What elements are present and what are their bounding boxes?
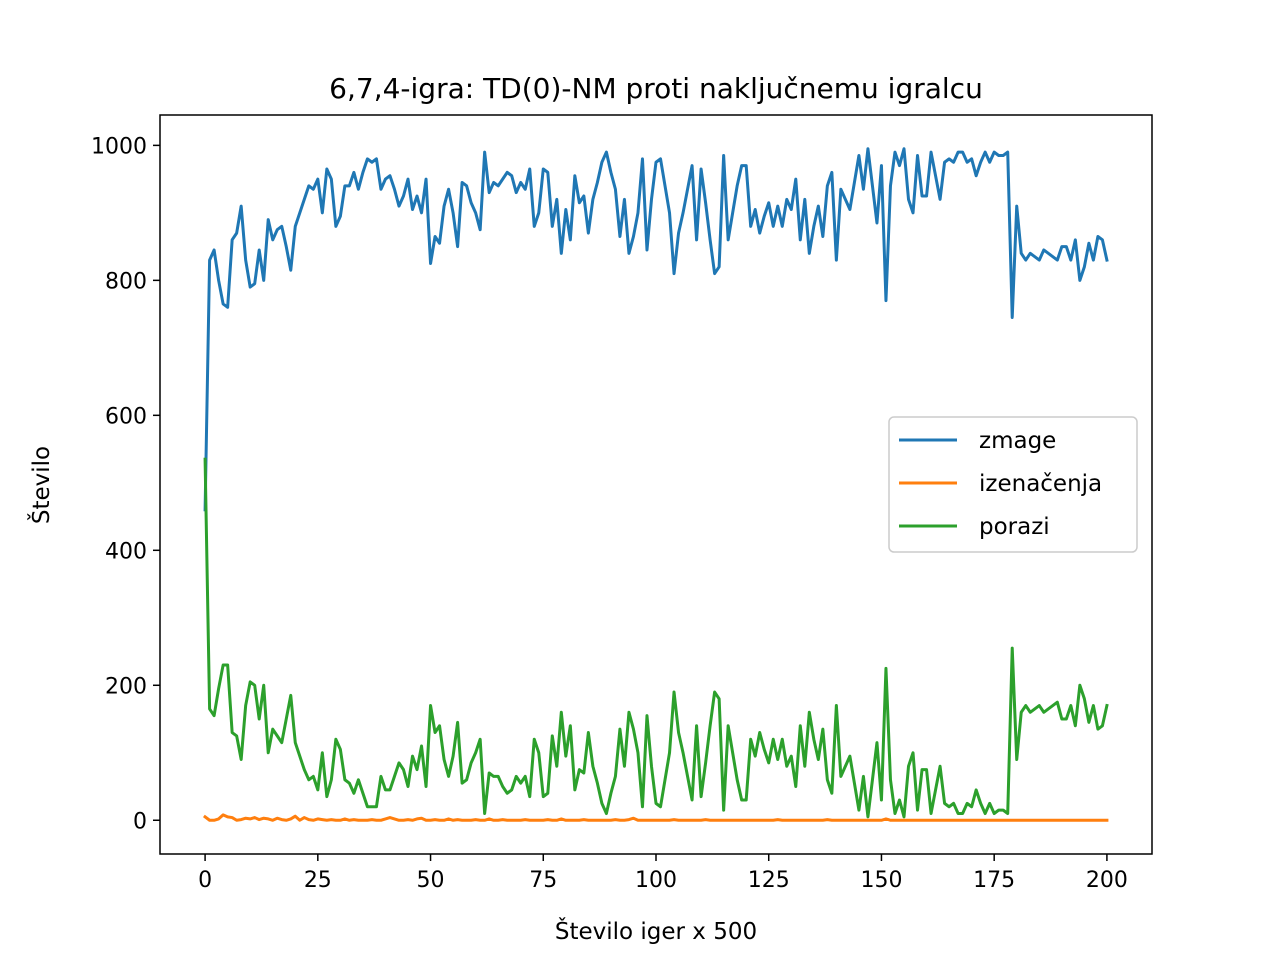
- x-axis-label: Število iger x 500: [555, 917, 757, 945]
- y-axis: 0 200 400 600 800 1000: [91, 134, 160, 834]
- legend-label-1: izenačenja: [979, 471, 1102, 497]
- legend: zmage izenačenja porazi: [888, 416, 1138, 553]
- x-tick-label: 25: [304, 868, 332, 893]
- series-line-1: [202, 813, 1109, 822]
- x-axis: 0 25 50 75 100 125 150 175 200: [198, 854, 1128, 893]
- chart-title: 6,7,4-igra: TD(0)-NM proti naključnemu i…: [329, 72, 983, 105]
- legend-label-0: zmage: [979, 428, 1056, 454]
- y-axis-label: Število: [27, 446, 55, 524]
- series-line-2: [203, 457, 1109, 819]
- y-tick-label: 1000: [91, 134, 147, 159]
- y-tick-label: 400: [105, 539, 147, 564]
- y-tick-label: 600: [105, 404, 147, 429]
- x-tick-label: 50: [417, 868, 445, 893]
- series-line-0: [203, 147, 1109, 512]
- x-tick-label: 125: [748, 868, 790, 893]
- x-tick-label: 75: [529, 868, 557, 893]
- legend-box: [888, 416, 1138, 553]
- plot-area: [202, 147, 1109, 822]
- x-tick-label: 100: [635, 868, 677, 893]
- x-tick-label: 175: [973, 868, 1015, 893]
- x-tick-label: 200: [1086, 868, 1128, 893]
- y-tick-label: 0: [133, 809, 147, 834]
- y-tick-label: 800: [105, 269, 147, 294]
- x-tick-label: 150: [860, 868, 902, 893]
- y-tick-label: 200: [105, 674, 147, 699]
- legend-label-2: porazi: [979, 514, 1050, 540]
- x-tick-label: 0: [198, 868, 212, 893]
